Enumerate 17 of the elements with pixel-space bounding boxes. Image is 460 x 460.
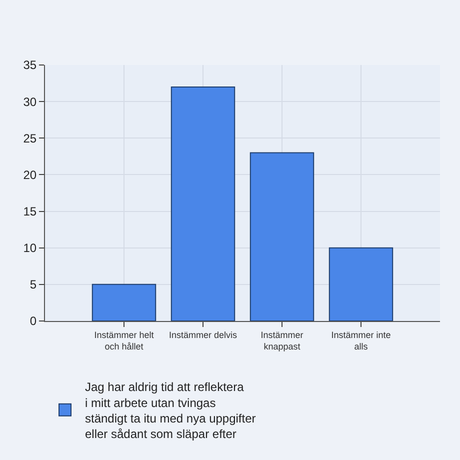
y-tick-label: 10: [23, 241, 37, 256]
x-tick-label: Instämmer inte alls: [331, 330, 391, 352]
y-tick-label: 5: [30, 278, 37, 292]
bar: [250, 152, 314, 321]
legend-label: Jag har aldrig tid att reflektera i mitt arbete utan tvingas ständigt ta itu med nya uppgifter eller sådant som släpar efter: [85, 380, 256, 441]
y-tick-label: 0: [30, 314, 37, 328]
y-tick-label: 35: [23, 58, 37, 72]
bar: [328, 247, 394, 321]
x-tick-label: Instämmer helt och hållet: [94, 330, 154, 352]
y-tick-label: 20: [23, 168, 37, 182]
y-tick-label: 15: [23, 204, 37, 218]
bar: [170, 86, 236, 321]
bar: [92, 284, 156, 321]
x-tick-label: Instämmer delvis: [168, 330, 238, 340]
x-tick-label: Instämmer knappast: [260, 330, 304, 352]
y-tick-label: 30: [23, 94, 37, 109]
y-tick-label: 25: [23, 131, 37, 146]
